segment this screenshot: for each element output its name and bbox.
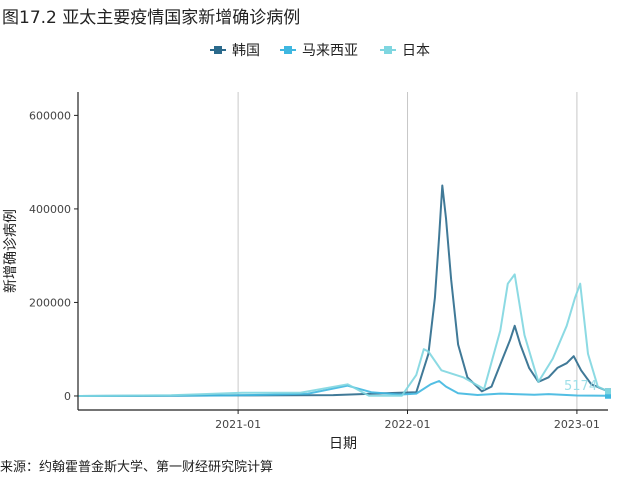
x-tick-label: 2022-01 [385,418,431,431]
x-tick-label: 2021-01 [215,418,261,431]
legend-label-japan: 日本 [402,43,430,59]
legend-item-malaysia: 马来西亚 [280,43,358,59]
legend-marker-korea [214,46,222,54]
x-tick-label: 2023-01 [554,418,600,431]
chart-axes: 2021-01 2022-01 2023-01 0 200000 400000 600000 [29,92,608,431]
legend-label-malaysia: 马来西亚 [302,43,358,59]
chart-grid [237,92,578,410]
legend-marker-malaysia [284,46,292,54]
page-title: 图17.2 亚太主要疫情国家新增确诊病例 [2,8,301,28]
legend-item-japan: 日本 [380,43,430,59]
legend-marker-japan [384,46,392,54]
y-tick-label: 600000 [29,109,71,122]
legend-label-korea: 韩国 [232,43,260,59]
y-tick-label: 400000 [29,203,71,216]
x-axis-title: 日期 [329,436,357,452]
end-value-label: 5174 [564,379,597,394]
series-layer [77,184,611,399]
series-end-marker-malaysia [605,392,611,399]
series-line-malaysia [77,380,609,397]
y-axis-title: 新增确诊病例 [3,209,19,293]
chart-legend: 韩国 马来西亚 日本 [210,43,430,59]
series-line-korea [77,184,609,397]
y-tick-label: 200000 [29,296,71,309]
series-end-marker-japan [605,388,611,395]
legend-item-korea: 韩国 [210,43,260,59]
source-note: 来源：约翰霍普金斯大学、第一财经研究院计算 [0,460,274,475]
series-line-japan [77,273,609,397]
y-tick-label: 0 [64,390,71,403]
